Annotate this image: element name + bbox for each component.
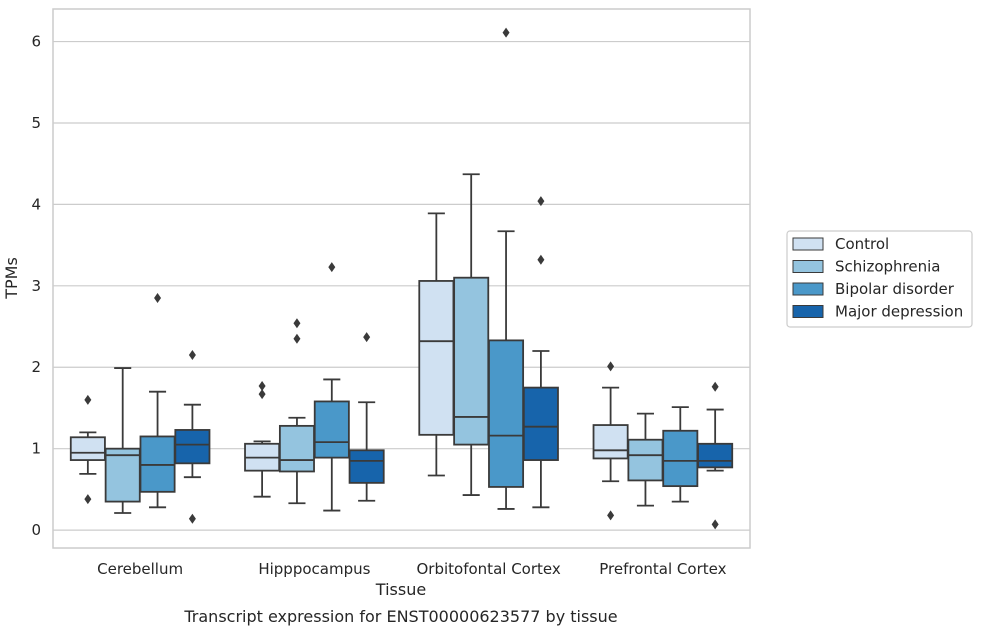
x-tick-label-4: Prefrontal Cortex <box>599 560 726 578</box>
legend-entry-3: Bipolar disorder <box>792 280 955 298</box>
y-tick-label-5: 5 <box>31 114 41 132</box>
x-axis-title: Tissue <box>375 580 426 599</box>
y-tick-label-3: 3 <box>31 277 41 295</box>
box-1-3 <box>418 212 455 477</box>
outlier-2 <box>537 254 545 265</box>
x-tick-label-1: Cerebellum <box>97 560 183 578</box>
box-body <box>313 400 350 459</box>
outlier-1 <box>293 318 301 329</box>
x-tick-label-3: Orbitofontal Cortex <box>417 560 561 578</box>
outlier-2 <box>258 389 266 400</box>
legend-entry-1: Control <box>792 235 889 253</box>
box-4-2 <box>348 332 385 502</box>
outlier-1 <box>711 381 719 392</box>
legend-label: Major depression <box>835 303 963 321</box>
legend: Control Schizophrenia Bipolar disorder Majo… <box>786 230 973 328</box>
y-tick-label-1: 1 <box>31 440 41 458</box>
box-body <box>522 386 559 461</box>
legend-label: Schizophrenia <box>835 258 940 276</box>
box-body <box>174 429 211 465</box>
outlier-1 <box>84 394 92 405</box>
x-tick-label-2: Hipppocampus <box>258 560 370 578</box>
legend-swatch <box>792 237 824 251</box>
x-axis-ticks: Cerebellum Hipppocampus Orbitofontal Corte… <box>97 560 726 578</box>
box-body <box>278 424 315 473</box>
box-body <box>662 429 699 488</box>
y-axis-title: TPMs <box>2 257 21 300</box>
legend-swatch <box>792 305 824 318</box>
legend-frame <box>786 230 973 328</box>
outlier-2 <box>293 333 301 344</box>
y-tick-label-4: 4 <box>31 195 41 213</box>
box-4-4 <box>697 381 734 530</box>
outlier-1 <box>328 262 336 273</box>
box-body <box>348 449 385 484</box>
outlier-1 <box>537 196 545 207</box>
box-1-1 <box>69 394 106 505</box>
box-3-1 <box>139 293 176 509</box>
box-1-2 <box>244 380 281 498</box>
legend-entry-2: Schizophrenia <box>792 258 940 276</box>
box-4-3 <box>522 196 559 509</box>
outlier-2 <box>84 494 92 505</box>
box-2-4 <box>627 412 664 507</box>
y-tick-label-2: 2 <box>31 358 41 376</box>
box-body <box>104 447 141 503</box>
legend-swatch <box>792 282 824 296</box>
plot-frame <box>52 8 751 549</box>
y-axis-ticks: 0 1 2 3 4 5 6 <box>31 33 41 540</box>
box-3-4 <box>662 406 699 503</box>
box-body <box>627 438 664 482</box>
box-body <box>488 339 525 488</box>
box-body <box>453 276 490 446</box>
box-body <box>592 424 629 460</box>
outlier-2 <box>188 513 196 524</box>
box-3-3 <box>488 27 525 510</box>
outlier-1 <box>154 293 162 304</box>
box-2-1 <box>104 367 141 514</box>
box-body <box>697 442 734 469</box>
outlier-1 <box>607 361 615 372</box>
box-body <box>418 280 455 436</box>
box-2-3 <box>453 173 490 496</box>
legend-label: Bipolar disorder <box>835 280 955 298</box>
box-body <box>69 436 106 461</box>
legend-label: Control <box>835 235 889 253</box>
box-3-2 <box>313 262 350 512</box>
y-tick-label-6: 6 <box>31 33 41 51</box>
outlier-2 <box>607 510 615 521</box>
outlier-1 <box>363 332 371 343</box>
outlier-1 <box>502 27 510 38</box>
legend-entry-4: Major depression <box>792 303 963 321</box>
chart-caption: Transcript expression for ENST0000062357… <box>183 607 617 626</box>
outlier-1 <box>258 380 266 391</box>
box-plots <box>69 27 734 530</box>
y-tick-label-0: 0 <box>31 521 41 539</box>
box-4-1 <box>174 350 211 524</box>
box-1-4 <box>592 361 629 521</box>
outlier-2 <box>711 519 719 530</box>
outlier-1 <box>188 350 196 361</box>
legend-swatch <box>792 260 824 273</box>
